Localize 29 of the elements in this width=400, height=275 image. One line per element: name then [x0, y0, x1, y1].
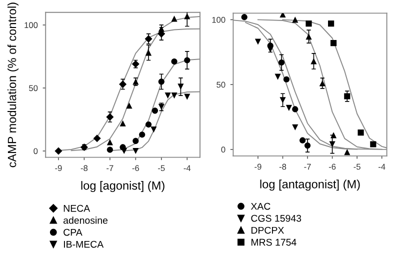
legend-label: XAC: [250, 202, 270, 210]
x-tick-label: -8: [80, 165, 88, 172]
x-tick-label: -4: [378, 164, 386, 170]
legend-label: CGS 15943: [251, 214, 302, 222]
x-axis-title: log [antagonist] (M): [260, 180, 360, 191]
x-tick-label: -9: [55, 165, 62, 172]
x-tick-label: -5: [354, 164, 360, 170]
x-tick-label: -7: [304, 164, 311, 170]
x-tick-label: -9: [254, 164, 262, 170]
y-tick-label: 100: [212, 16, 226, 23]
legend-label: adenosine: [64, 216, 108, 224]
x-axis-title: log [agonist] (M): [81, 181, 164, 192]
legend-label: IB-MECA: [64, 240, 104, 248]
x-tick-label: -5: [158, 165, 165, 172]
y-tick-label: 0: [221, 146, 226, 153]
y-tick-label: 0: [34, 148, 38, 154]
x-tick-label: -4: [184, 165, 191, 171]
legend-label: DPCPX: [252, 226, 284, 234]
y-tick-label: 50: [29, 85, 38, 92]
x-tick-label: -8: [279, 164, 286, 170]
y-axis-title: cAMP modulation (% of control): [8, 2, 18, 168]
y-tick-label: 50: [216, 82, 226, 88]
x-tick-label: -6: [132, 165, 140, 172]
legend-label: CPA: [64, 228, 82, 236]
legend-label: MRS 1754: [252, 238, 296, 246]
x-tick-label: -7: [106, 165, 114, 171]
legend-label: NECA: [64, 204, 90, 212]
x-tick-label: -6: [328, 164, 336, 170]
y-tick-label: 100: [24, 22, 38, 28]
